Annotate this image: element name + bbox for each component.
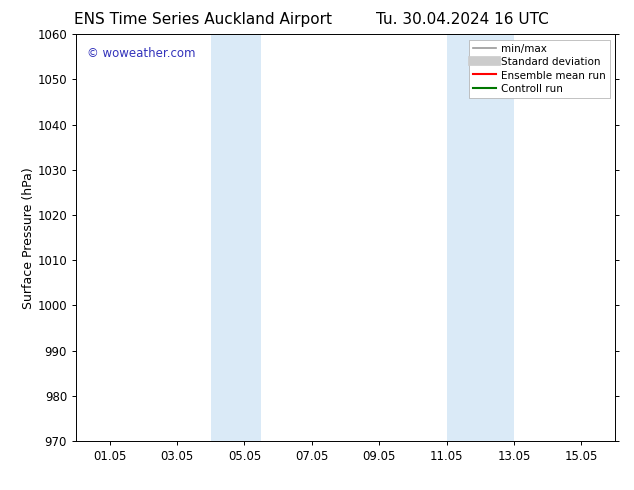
Bar <box>210 34 261 441</box>
Bar <box>446 34 514 441</box>
Text: © woweather.com: © woweather.com <box>87 47 195 59</box>
Legend: min/max, Standard deviation, Ensemble mean run, Controll run: min/max, Standard deviation, Ensemble me… <box>469 40 610 98</box>
Y-axis label: Surface Pressure (hPa): Surface Pressure (hPa) <box>22 167 34 309</box>
Text: Tu. 30.04.2024 16 UTC: Tu. 30.04.2024 16 UTC <box>377 12 549 27</box>
Text: ENS Time Series Auckland Airport: ENS Time Series Auckland Airport <box>74 12 332 27</box>
